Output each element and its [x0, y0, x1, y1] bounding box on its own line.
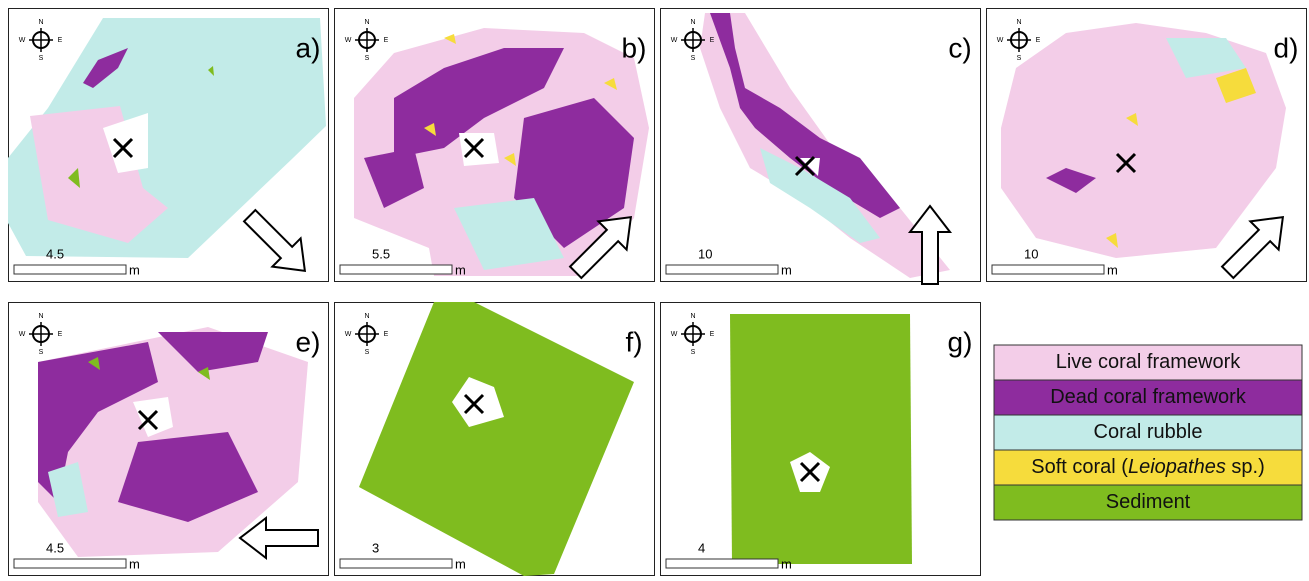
legend-text: Soft coral (: [1031, 456, 1128, 478]
legend-label: Coral rubble: [1094, 421, 1203, 443]
legend-label: Sediment: [1106, 491, 1191, 513]
scale-bar: [340, 265, 452, 274]
compass-s: S: [691, 55, 696, 62]
legend-text: Live coral framework: [1056, 351, 1242, 373]
scale-unit: m: [781, 262, 792, 277]
compass-n: N: [364, 19, 369, 26]
map-panel: N S W Eb) 5.5 m: [335, 9, 655, 287]
compass-e: E: [710, 37, 715, 44]
legend-text: Sediment: [1106, 491, 1191, 513]
scale-unit: m: [455, 556, 466, 571]
legend-label: Dead coral framework: [1050, 386, 1247, 408]
scale-bar: [14, 265, 126, 274]
scale-bar: [666, 265, 778, 274]
compass-s: S: [39, 55, 44, 62]
scale-unit: m: [129, 556, 140, 571]
compass-s: S: [39, 349, 44, 356]
map-panel: N S W Ed) 10 m: [987, 9, 1307, 287]
compass-n: N: [38, 313, 43, 320]
scale-bar: [14, 559, 126, 568]
scale-unit: m: [129, 262, 140, 277]
compass-n: N: [364, 313, 369, 320]
legend: Live coral framework Dead coral framework…: [994, 345, 1302, 520]
scale-unit: m: [1107, 262, 1118, 277]
panel-label: f): [625, 326, 642, 357]
figure: N S W Ea) 4.5 m N S W Eb) 5.5 m N S W Ec) 10 m N S W Ed) 10 m N S…: [0, 0, 1309, 576]
compass-e: E: [58, 331, 63, 338]
panel-label: c): [948, 32, 971, 63]
sample-hole: [459, 133, 499, 166]
scale-bar: [340, 559, 452, 568]
compass-n: N: [1016, 19, 1021, 26]
panel-label: e): [296, 326, 321, 357]
legend-text: Leiopathes: [1128, 456, 1226, 478]
scale-value: 5.5: [372, 246, 390, 261]
compass-w: W: [19, 331, 26, 338]
scale-value: 4: [698, 540, 705, 555]
compass-s: S: [691, 349, 696, 356]
compass-e: E: [58, 37, 63, 44]
legend-text: Coral rubble: [1094, 421, 1203, 443]
scale-value: 4.5: [46, 246, 64, 261]
scale-bar: [992, 265, 1104, 274]
panel-label: a): [296, 32, 321, 63]
scale-value: 10: [1024, 246, 1038, 261]
legend-label: Live coral framework: [1056, 351, 1242, 373]
panel-label: d): [1274, 32, 1299, 63]
compass-n: N: [38, 19, 43, 26]
compass-w: W: [345, 37, 352, 44]
legend-text: Dead coral framework: [1050, 386, 1247, 408]
compass-s: S: [365, 55, 370, 62]
compass-s: S: [1017, 55, 1022, 62]
compass-w: W: [671, 331, 678, 338]
compass-w: W: [671, 37, 678, 44]
scale-unit: m: [781, 556, 792, 571]
compass-e: E: [710, 331, 715, 338]
compass-s: S: [365, 349, 370, 356]
scale-value: 4.5: [46, 540, 64, 555]
compass-w: W: [345, 331, 352, 338]
compass-w: W: [19, 37, 26, 44]
scale-unit: m: [455, 262, 466, 277]
panel-label: b): [622, 32, 647, 63]
legend-label: Soft coral (Leiopathes sp.): [1031, 456, 1264, 478]
habitat-area: [730, 314, 912, 564]
scale-value: 10: [698, 246, 712, 261]
compass-n: N: [690, 313, 695, 320]
compass-e: E: [1036, 37, 1041, 44]
scale-bar: [666, 559, 778, 568]
compass-n: N: [690, 19, 695, 26]
compass-e: E: [384, 331, 389, 338]
scale-value: 3: [372, 540, 379, 555]
compass-e: E: [384, 37, 389, 44]
panel-label: g): [948, 326, 973, 357]
compass-w: W: [997, 37, 1004, 44]
legend-text: sp.): [1226, 456, 1265, 478]
